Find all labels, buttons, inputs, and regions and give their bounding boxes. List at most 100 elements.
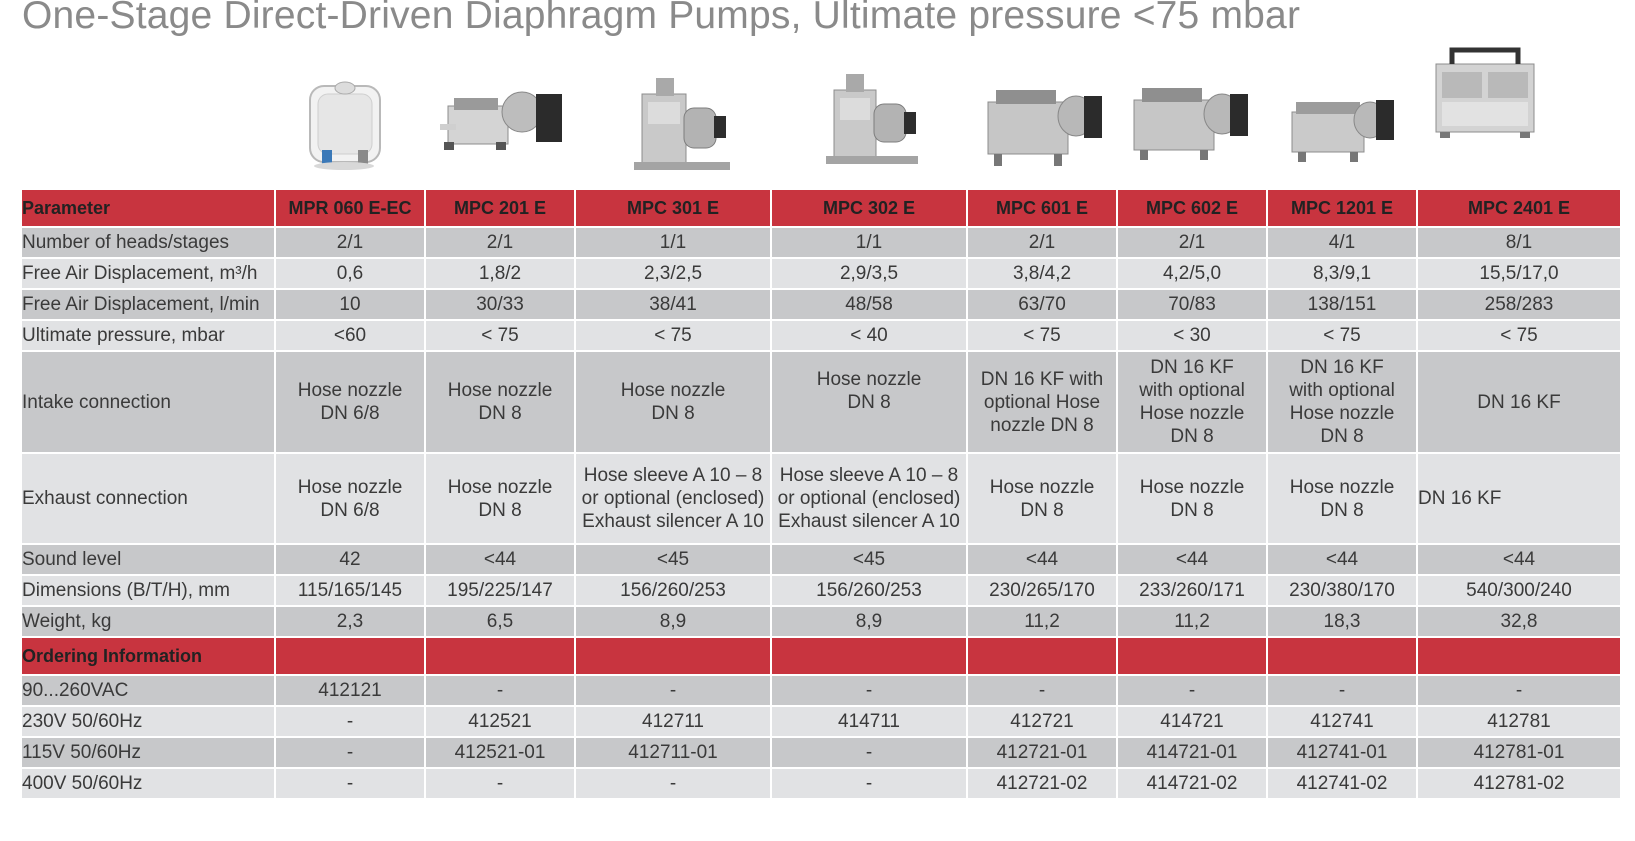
parameter-label: Weight, kg xyxy=(20,605,276,638)
cell-line: nozzle DN 8 xyxy=(990,414,1094,436)
cell-line: Hose nozzle xyxy=(1139,476,1245,498)
twin-head-pump-icon xyxy=(984,82,1106,170)
value-cell: <44 xyxy=(1416,543,1622,576)
table-row: Number of heads/stages 2/1 2/1 1/1 1/1 2/1 2/1… xyxy=(20,226,1622,259)
value-cell: 230/380/170 xyxy=(1266,574,1418,607)
value-cell: <45 xyxy=(574,543,772,576)
value-cell: < 75 xyxy=(1266,319,1418,352)
ordering-header-cell xyxy=(1116,636,1268,676)
value-cell: <45 xyxy=(770,543,968,576)
cell-line: Hose nozzle xyxy=(447,380,553,401)
order-number-cell: - xyxy=(424,767,576,800)
order-number-cell: 412711 xyxy=(574,705,772,738)
value-cell: 156/260/253 xyxy=(574,574,772,607)
cell-line: DN 8 xyxy=(478,499,522,521)
value-cell: DN 16 KF with optional Hose nozzle DN 8 xyxy=(1116,350,1268,454)
order-number-cell: - xyxy=(574,674,772,707)
cell-line: with optional xyxy=(1289,380,1395,401)
order-number-cell: 414721-02 xyxy=(1116,767,1268,800)
cell-line: Hose nozzle xyxy=(1139,403,1245,424)
value-cell: 48/58 xyxy=(770,288,968,321)
value-cell: 10 xyxy=(274,288,426,321)
order-number-cell: - xyxy=(1416,674,1622,707)
value-cell: <44 xyxy=(966,543,1118,576)
order-number-cell: - xyxy=(274,736,426,769)
ordering-header-cell xyxy=(574,636,772,676)
value-cell: <60 xyxy=(274,319,426,352)
eight-head-pump-icon xyxy=(1432,44,1540,142)
value-cell: < 75 xyxy=(1416,319,1622,352)
value-cell: 1,8/2 xyxy=(424,257,576,290)
twin-head-pump-icon xyxy=(1130,82,1252,164)
parameter-label: Number of heads/stages xyxy=(20,226,276,259)
cell-line: Hose nozzle xyxy=(989,476,1095,498)
value-cell: 1/1 xyxy=(574,226,772,259)
ordering-header-row: Ordering Information xyxy=(20,636,1622,676)
model-header: MPC 1201 E xyxy=(1266,188,1418,228)
cell-line: DN 16 KF xyxy=(1418,488,1502,509)
cell-line: Hose nozzle xyxy=(1289,476,1395,498)
value-cell: Hose nozzle DN 8 xyxy=(1266,452,1418,545)
value-cell: Hose nozzle DN 8 xyxy=(966,452,1118,545)
value-cell: 0,6 xyxy=(274,257,426,290)
value-cell: 6,5 xyxy=(424,605,576,638)
value-cell: 4,2/5,0 xyxy=(1116,257,1268,290)
parameter-label: Dimensions (B/T/H), mm xyxy=(20,574,276,607)
order-number-cell: 412741 xyxy=(1266,705,1418,738)
ordering-header-cell xyxy=(966,636,1118,676)
order-number-cell: 412781 xyxy=(1416,705,1622,738)
value-cell: 2,3 xyxy=(274,605,426,638)
twin-head-pump-icon xyxy=(440,82,568,154)
value-cell: 258/283 xyxy=(1416,288,1622,321)
value-cell: 42 xyxy=(274,543,426,576)
value-cell: 11,2 xyxy=(1116,605,1268,638)
cell-line: Hose nozzle xyxy=(297,380,403,401)
order-number-cell: - xyxy=(424,674,576,707)
table-row: 230V 50/60Hz -412521 412711 414711 412721 414… xyxy=(20,705,1622,738)
value-cell: DN 16 KF with optional Hose nozzle DN 8 xyxy=(1266,350,1418,454)
order-number-cell: - xyxy=(274,767,426,800)
table-row: Free Air Displacement, l/min 10 30/33 38/41… xyxy=(20,288,1622,321)
model-header: MPC 201 E xyxy=(424,188,576,228)
value-cell: 70/83 xyxy=(1116,288,1268,321)
model-header: MPR 060 E-EC xyxy=(274,188,426,228)
value-cell: 2/1 xyxy=(1116,226,1268,259)
value-cell: Hose nozzle DN 8 xyxy=(424,452,576,545)
cell-line: Hose sleeve A 10 – 8 xyxy=(583,465,763,486)
parameter-label: Free Air Displacement, l/min xyxy=(20,288,276,321)
value-cell: < 75 xyxy=(574,319,772,352)
order-number-cell: 412521-01 xyxy=(424,736,576,769)
cell-line: DN 8 xyxy=(1170,426,1214,447)
value-cell: 2/1 xyxy=(274,226,426,259)
value-cell: 115/165/145 xyxy=(274,574,426,607)
value-cell: < 40 xyxy=(770,319,968,352)
value-cell: < 30 xyxy=(1116,319,1268,352)
four-head-pump-icon xyxy=(1290,88,1398,168)
table-row: Sound level 42 <44 <45 <45 <44 <44 <44 <44 xyxy=(20,543,1622,576)
value-cell: 233/260/171 xyxy=(1116,574,1268,607)
cell-line: Exhaust silencer A 10 xyxy=(582,511,764,532)
ordering-header: Ordering Information xyxy=(20,636,276,676)
cell-line: Hose nozzle xyxy=(297,476,403,498)
table-row: 400V 50/60Hz - - - -412721-02 414721-02 412741… xyxy=(20,767,1622,800)
ordering-label: 230V 50/60Hz xyxy=(20,705,276,738)
value-cell: 15,5/17,0 xyxy=(1416,257,1622,290)
parameter-label: Intake connection xyxy=(20,350,276,454)
value-cell: DN 16 KF xyxy=(1416,452,1622,545)
value-cell: Hose nozzle DN 8 xyxy=(424,350,576,454)
cell-line: DN 16 KF with xyxy=(980,368,1104,390)
order-number-cell: - xyxy=(1116,674,1268,707)
ordering-label: 400V 50/60Hz xyxy=(20,767,276,800)
cell-line: DN 8 xyxy=(1170,499,1214,521)
value-cell: 540/300/240 xyxy=(1416,574,1622,607)
ordering-header-cell xyxy=(1266,636,1418,676)
ordering-header-cell xyxy=(274,636,426,676)
value-cell: < 75 xyxy=(424,319,576,352)
value-cell: Hose nozzle DN 6/8 xyxy=(274,452,426,545)
cell-line: DN 8 xyxy=(651,403,695,424)
compact-white-pump-icon xyxy=(300,72,390,172)
value-cell: 8,3/9,1 xyxy=(1266,257,1418,290)
value-cell: 8,9 xyxy=(574,605,772,638)
value-cell: DN 16 KF with optional Hose nozzle DN 8 xyxy=(966,350,1118,454)
